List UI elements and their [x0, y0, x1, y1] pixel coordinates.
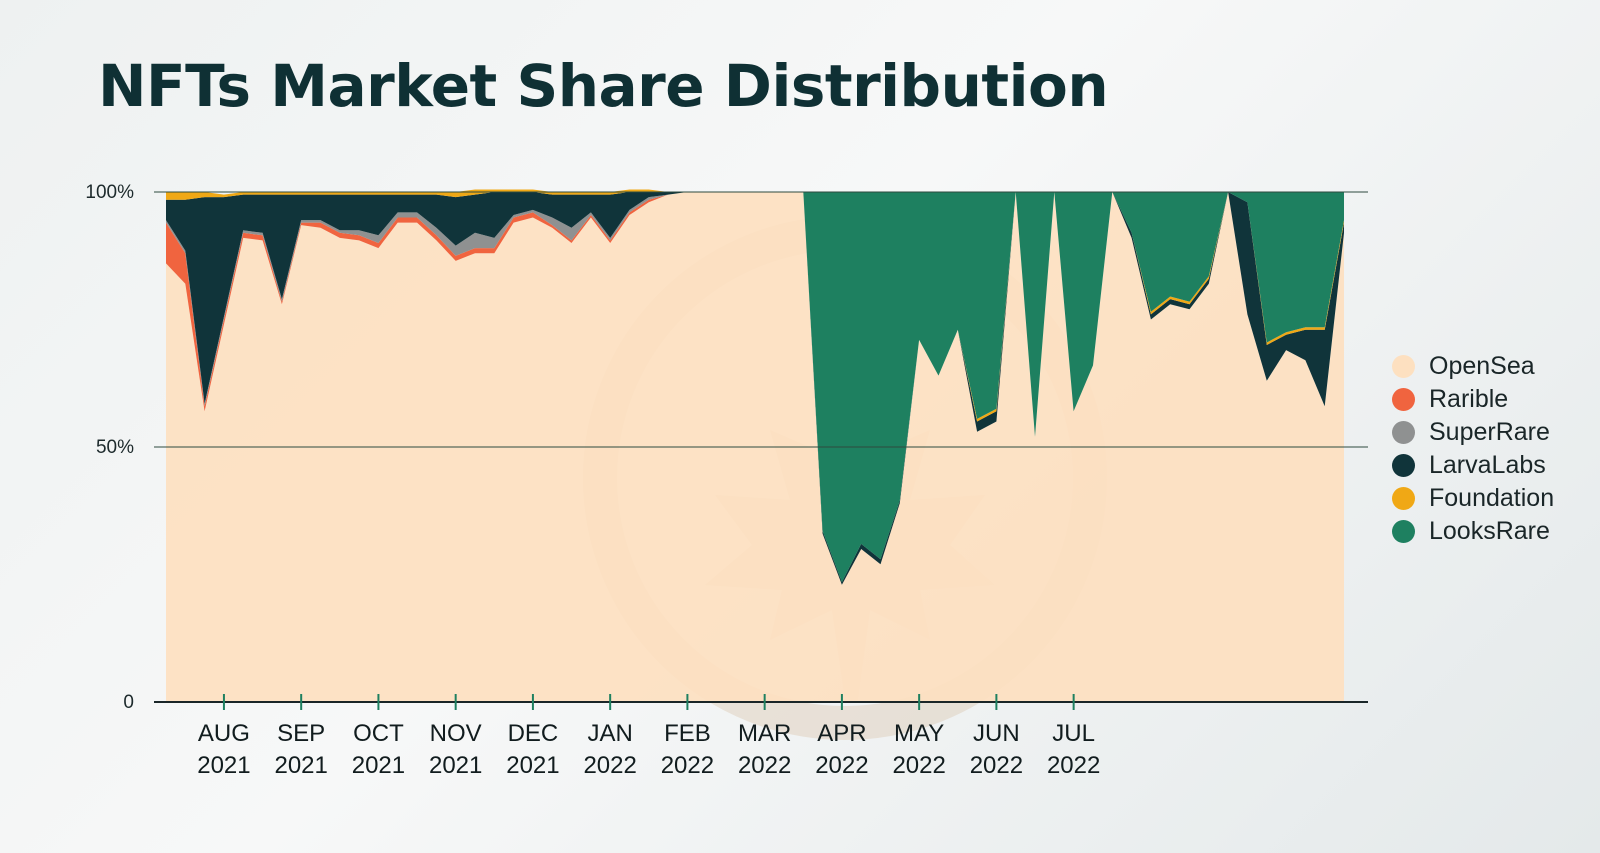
x-tick-month-nov: NOV	[430, 720, 482, 747]
legend-label: Rarible	[1429, 385, 1509, 413]
legend-item-rarible: Rarible	[1392, 383, 1554, 416]
legend-label: OpenSea	[1429, 352, 1535, 380]
x-tick-year: 2022	[738, 752, 791, 779]
legend-item-larvalabs: LarvaLabs	[1392, 449, 1554, 482]
x-tick-year: 2021	[352, 752, 405, 779]
legend-label: Foundation	[1429, 484, 1555, 512]
x-tick-month-jul: JUL	[1052, 720, 1095, 747]
x-tick-year: 2022	[815, 752, 868, 779]
axes: 0 50% 100% AUG 2021 SEP 2021 OCT 2021 NOV 2021 DEC 2…	[85, 182, 1368, 779]
x-tick-month-feb: FEB	[664, 720, 711, 747]
x-tick-year: 2022	[583, 752, 636, 779]
legend-swatch	[1392, 487, 1415, 510]
legend-label: LooksRare	[1429, 517, 1550, 545]
legend-swatch	[1392, 421, 1415, 444]
x-tick-month-apr: APR	[817, 720, 866, 747]
x-tick-month-aug: AUG	[198, 720, 250, 747]
x-tick-month-mar: MAR	[738, 720, 791, 747]
x-tick-year: 2021	[274, 752, 327, 779]
x-tick-month-may: MAY	[894, 720, 944, 747]
legend-item-superrare: SuperRare	[1392, 416, 1554, 449]
y-tick-label-0: 0	[123, 692, 134, 713]
x-tick-month-dec: DEC	[508, 720, 559, 747]
x-tick-year: 2021	[506, 752, 559, 779]
legend-label: SuperRare	[1429, 418, 1550, 446]
legend-swatch	[1392, 520, 1415, 543]
area-larvalabs	[166, 192, 1344, 585]
x-tick-year: 2022	[892, 752, 945, 779]
legend-swatch	[1392, 388, 1415, 411]
x-tick-month-jun: JUN	[973, 720, 1020, 747]
x-tick-month-oct: OCT	[353, 720, 404, 747]
legend-swatch	[1392, 355, 1415, 378]
x-tick-year: 2021	[197, 752, 250, 779]
legend-swatch	[1392, 454, 1415, 477]
legend: OpenSea Rarible SuperRare LarvaLabs Foundati…	[1392, 350, 1554, 548]
x-tick-year: 2021	[429, 752, 482, 779]
legend-label: LarvaLabs	[1429, 451, 1546, 479]
x-tick-year: 2022	[661, 752, 714, 779]
area-layer	[166, 189, 1344, 702]
legend-item-foundation: Foundation	[1392, 482, 1554, 515]
y-tick-label-100: 100%	[85, 182, 134, 203]
x-tick-month-sep: SEP	[277, 720, 325, 747]
x-tick-year: 2022	[1047, 752, 1100, 779]
y-tick-label-50: 50%	[96, 437, 134, 458]
legend-item-looksrare: LooksRare	[1392, 515, 1554, 548]
x-tick-month-jan: JAN	[587, 720, 632, 747]
chart-title: NFTs Market Share Distribution	[98, 52, 1109, 120]
legend-item-opensea: OpenSea	[1392, 350, 1554, 383]
x-tick-year: 2022	[970, 752, 1023, 779]
